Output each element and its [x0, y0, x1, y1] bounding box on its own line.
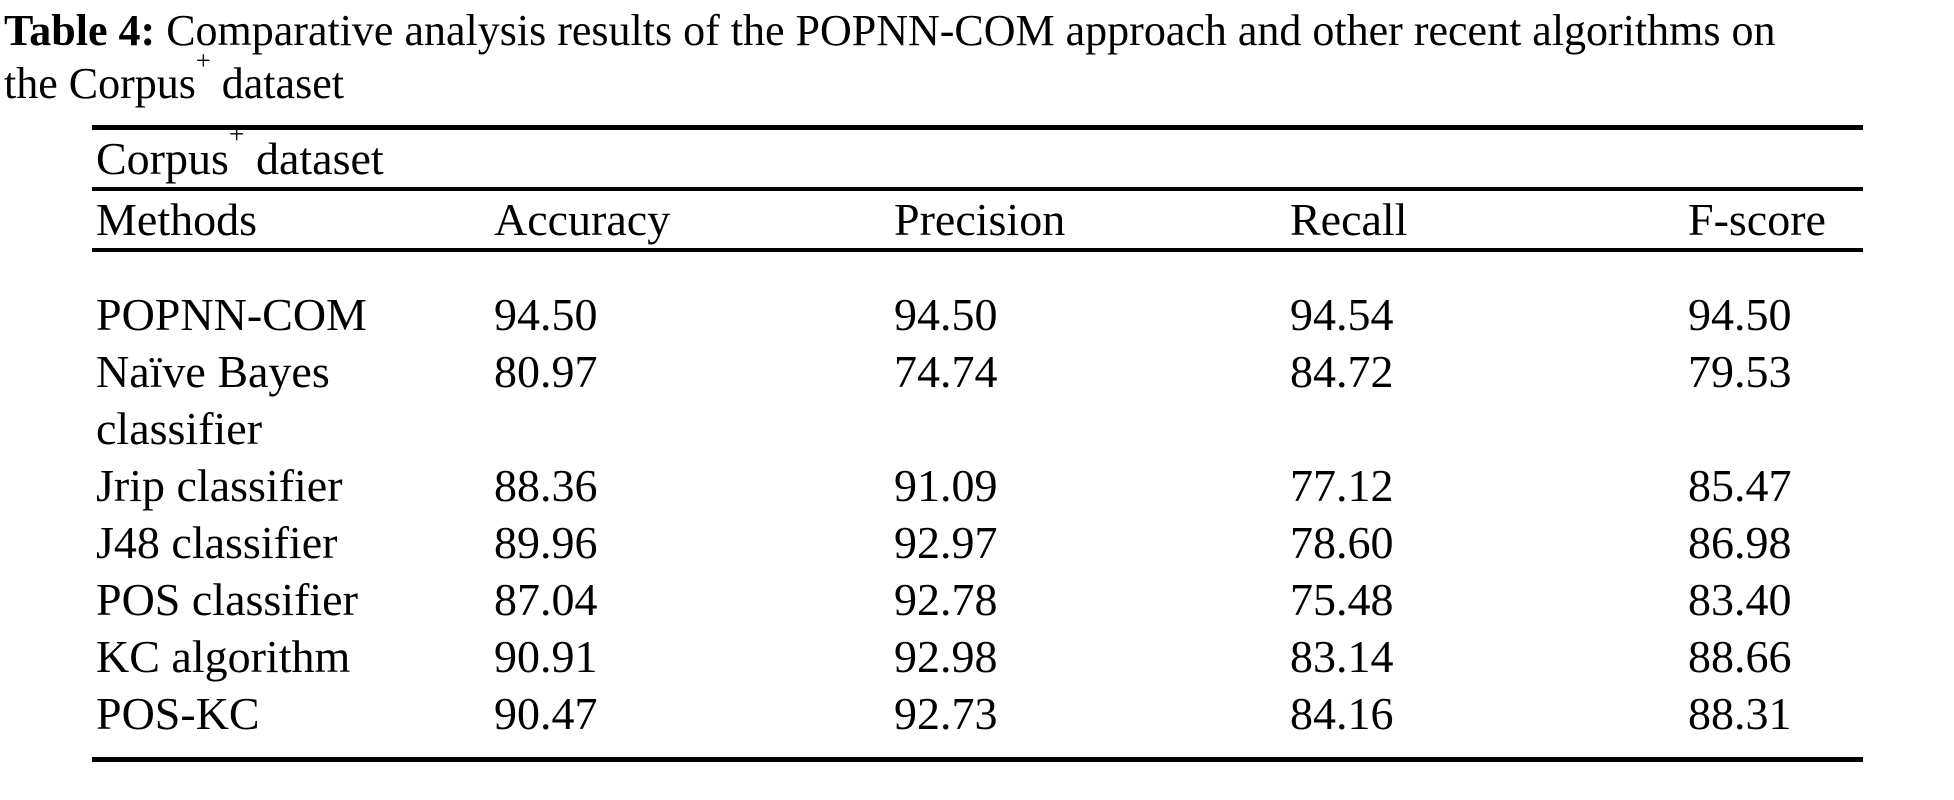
caption-line-2: the Corpus+ dataset — [4, 46, 1948, 110]
cell-fscore: 94.50 — [1688, 289, 1792, 340]
table-row: POPNN-COM 94.50 94.50 94.54 94.50 — [92, 250, 1863, 343]
cell-recall: 94.54 — [1290, 289, 1394, 340]
cell-method: Jrip classifier — [92, 457, 490, 514]
method-label: Jrip classifier — [96, 460, 343, 511]
col-header-methods: Methods — [92, 189, 490, 252]
col-header-accuracy: Accuracy — [490, 189, 890, 252]
caption-text-corpus: the Corpus — [4, 59, 196, 108]
cell-precision: 92.78 — [894, 574, 998, 625]
table-caption: Table 4: Comparative analysis results of… — [0, 0, 1954, 110]
cell-method: Naïve Bayes classifier — [92, 343, 490, 457]
cell-method: J48 classifier — [92, 514, 490, 571]
caption-text-dataset: dataset — [221, 59, 344, 108]
method-label: POS classifier — [96, 574, 358, 625]
cell-recall: 83.14 — [1290, 631, 1394, 682]
cell-accuracy: 94.50 — [494, 289, 598, 340]
cell-precision: 94.50 — [894, 289, 998, 340]
cell-recall: 78.60 — [1290, 517, 1394, 568]
group-header-text-dataset: dataset — [255, 133, 384, 184]
cell-precision: 74.74 — [894, 346, 998, 397]
superscript-plus: + — [195, 44, 211, 75]
cell-accuracy: 90.47 — [494, 688, 598, 739]
cell-precision: 91.09 — [894, 460, 998, 511]
cell-fscore: 83.40 — [1688, 574, 1792, 625]
caption-table-number: Table 4: — [4, 6, 156, 55]
cell-precision: 92.97 — [894, 517, 998, 568]
cell-fscore: 88.31 — [1688, 688, 1792, 739]
group-header-row: Corpus+ dataset — [92, 120, 1864, 191]
method-label: Naïve Bayes classifier — [96, 346, 330, 454]
superscript-plus: + — [228, 118, 245, 150]
cell-accuracy: 88.36 — [494, 460, 598, 511]
cell-precision: 92.98 — [894, 631, 998, 682]
cell-recall: 84.16 — [1290, 688, 1394, 739]
col-header-recall: Recall — [1286, 189, 1684, 252]
cell-recall: 84.72 — [1290, 346, 1394, 397]
caption-line-1: Table 4: Comparative analysis results of… — [4, 4, 1948, 57]
cell-recall: 77.12 — [1290, 460, 1394, 511]
table-row: KC algorithm 90.91 92.98 83.14 88.66 — [92, 628, 1863, 685]
results-table: Corpus+ dataset Methods Accuracy Precisi… — [92, 120, 1864, 762]
method-label: POPNN-COM — [96, 289, 367, 340]
caption-text: Comparative analysis results of the POPN… — [166, 6, 1776, 55]
table-row: J48 classifier 89.96 92.97 78.60 86.98 — [92, 514, 1863, 571]
method-label: J48 classifier — [96, 517, 338, 568]
cell-method: KC algorithm — [92, 628, 490, 685]
cell-fscore: 88.66 — [1688, 631, 1792, 682]
dataset-group-header: Corpus+ dataset — [92, 120, 1864, 191]
cell-accuracy: 90.91 — [494, 631, 598, 682]
cell-accuracy: 87.04 — [494, 574, 598, 625]
cell-method: POPNN-COM — [92, 250, 490, 343]
method-label: KC algorithm — [96, 631, 351, 682]
cell-recall: 75.48 — [1290, 574, 1394, 625]
cell-method: POS-KC — [92, 685, 490, 760]
cell-accuracy: 80.97 — [494, 346, 598, 397]
cell-fscore: 85.47 — [1688, 460, 1792, 511]
cell-accuracy: 89.96 — [494, 517, 598, 568]
cell-fscore: 79.53 — [1688, 346, 1792, 397]
cell-precision: 92.73 — [894, 688, 998, 739]
column-header-row: Methods Accuracy Precision Recall F-scor… — [92, 189, 1864, 252]
table-row: POS-KC 90.47 92.73 84.16 88.31 — [92, 685, 1863, 760]
cell-method: POS classifier — [92, 571, 490, 628]
col-header-precision: Precision — [890, 189, 1286, 252]
col-header-fscore: F-score — [1684, 189, 1864, 252]
table-row: Naïve Bayes classifier 80.97 74.74 84.72… — [92, 343, 1863, 457]
group-header-text: Corpus — [96, 133, 229, 184]
method-label: POS-KC — [96, 688, 260, 739]
cell-fscore: 86.98 — [1688, 517, 1792, 568]
table-row: Jrip classifier 88.36 91.09 77.12 85.47 — [92, 457, 1863, 514]
table-row: POS classifier 87.04 92.78 75.48 83.40 — [92, 571, 1863, 628]
